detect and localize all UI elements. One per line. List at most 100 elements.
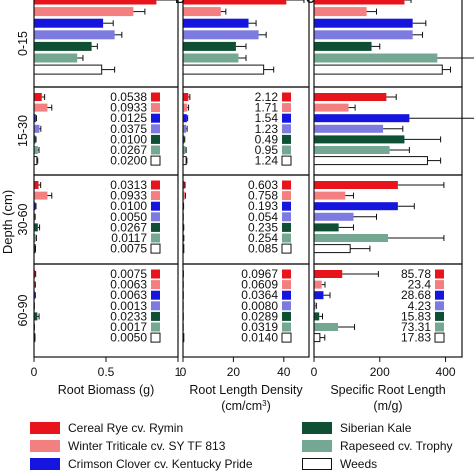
label-swatch-specific_length-60-90-5 [435,322,444,332]
bar-specific_length-60-90-3 [314,301,316,310]
data-label-biomass-60-90-5: 0.0017 [110,320,147,334]
label-swatch-length_density-15-30-6 [281,155,292,166]
panel-letter-b: B [176,0,185,6]
bar-specific_length-15-30-3 [314,124,384,133]
xtick-label-biomass-1: 0.5 [98,365,115,379]
legend: Cereal Rye cv. Rymin Winter Triticale cv… [30,419,470,473]
legend-swatch-weeds [302,457,332,470]
label-swatch-length_density-30-60-5 [282,233,291,243]
data-label-biomass-60-90-1: 0.0063 [110,278,147,292]
data-label-biomass-30-60-2: 0.0100 [110,199,147,213]
label-swatch-biomass-60-90-2 [151,290,160,300]
label-swatch-length_density-60-90-4 [282,311,291,321]
data-label-length_density-30-60-6: 0.085 [248,242,278,256]
xtick-label-biomass-0: 0 [31,365,38,379]
bar-biomass-0-15-2 [34,18,104,28]
panel-frame-specific_length-60-90 [313,263,463,358]
label-swatch-biomass-15-30-1 [151,103,160,113]
label-swatch-length_density-30-60-0 [282,180,291,190]
data-label-biomass-15-30-4: 0.0100 [110,132,147,146]
data-label-length_density-30-60-2: 0.193 [248,199,278,213]
legend-label-rapeseed: Rapeseed cv. Trophy [340,438,453,453]
bar-specific_length-15-30-1 [314,103,349,112]
depth-label-0-15: 0-15 [16,31,30,56]
label-swatch-length_density-15-30-5 [282,145,291,155]
bar-specific_length-15-30-4 [314,135,405,144]
data-label-length_density-60-90-6: 0.0140 [241,331,278,345]
label-swatch-length_density-15-30-3 [282,124,291,134]
bar-biomass-0-15-4 [34,41,92,51]
bar-length_density-15-30-2 [183,114,187,123]
xtick-label-specific_length-1: 200 [370,365,390,379]
label-swatch-biomass-60-90-3 [151,301,160,311]
bar-specific_length-0-15-6 [313,64,443,75]
data-label-biomass-30-60-5: 0.0117 [111,231,147,245]
label-swatch-length_density-60-90-3 [282,301,291,311]
label-swatch-biomass-15-30-0 [151,92,160,102]
label-swatch-biomass-30-60-6 [150,243,161,254]
data-label-biomass-15-30-2: 0.0125 [110,111,147,125]
bar-biomass-0-15-5 [34,53,78,63]
bar-biomass-0-15-0 [34,0,157,5]
label-swatch-length_density-60-90-0 [282,269,291,279]
data-label-biomass-60-90-6: 0.0050 [110,331,147,345]
label-swatch-length_density-30-60-6 [281,243,292,254]
label-swatch-specific_length-60-90-2 [435,290,444,300]
legend-label-crimson-clover: Crimson Clover cv. Kentucky Pride [68,456,253,471]
bar-biomass-0-15-1 [34,7,134,17]
bar-biomass-30-60-4 [34,223,38,232]
bar-specific_length-30-60-5 [314,234,388,242]
legend-item-siberian-kale: Siberian Kale [302,419,411,436]
bar-biomass-60-90-4 [34,312,38,321]
label-swatch-biomass-30-60-3 [151,212,160,222]
bar-biomass-0-15-6 [33,64,103,75]
legend-label-winter-triticale: Winter Triticale cv. SY TF 813 [68,438,226,453]
data-label-length_density-60-90-5: 0.0319 [241,320,278,334]
xaxis-label-specific_length: Specific Root Length [330,383,445,397]
legend-item-rapeseed: Rapeseed cv. Trophy [302,437,453,454]
label-swatch-biomass-30-60-0 [151,180,160,190]
data-label-specific_length-60-90-0: 85.78 [401,267,431,281]
xaxis-label-line2-specific_length: (m/g) [373,399,402,413]
label-swatch-biomass-60-90-0 [151,269,160,279]
label-swatch-length_density-15-30-4 [282,134,291,144]
bar-specific_length-15-30-5 [314,146,390,154]
data-label-length_density-60-90-2: 0.0364 [241,288,278,302]
bar-specific_length-15-30-6 [313,156,428,166]
bar-length_density-0-15-2 [183,18,249,28]
label-swatch-biomass-30-60-2 [151,201,160,211]
bar-length_density-0-15-3 [183,30,259,40]
data-label-biomass-15-30-3: 0.0375 [110,122,147,136]
bar-length_density-0-15-1 [183,7,221,17]
bar-specific_length-60-90-6 [313,333,321,343]
label-swatch-biomass-15-30-6 [150,155,161,166]
xaxis-label-biomass: Root Biomass (g) [58,383,155,397]
xtick-label-length_density-1: 20 [227,365,241,379]
data-label-length_density-60-90-3: 0.0080 [241,299,278,313]
data-label-biomass-30-60-6: 0.0075 [110,242,147,256]
legend-swatch-cereal-rye [30,421,60,434]
label-swatch-length_density-30-60-2 [282,201,291,211]
bar-biomass-15-30-4 [34,135,36,144]
label-swatch-length_density-30-60-1 [282,191,291,201]
bar-specific_length-60-90-2 [314,291,324,300]
bar-specific_length-30-60-6 [313,244,351,254]
depth-label-15-30: 15-30 [16,115,30,147]
depth-label-30-60: 30-60 [16,203,30,235]
data-label-specific_length-60-90-6: 17.83 [401,331,431,345]
bar-specific_length-30-60-0 [314,181,398,189]
bar-biomass-15-30-2 [34,114,36,123]
label-swatch-biomass-15-30-2 [151,113,160,123]
bar-biomass-30-60-1 [34,191,48,200]
label-swatch-length_density-15-30-2 [282,113,291,123]
bar-specific_length-30-60-4 [314,223,339,232]
xtick-label-length_density-2: 40 [277,365,291,379]
legend-item-crimson-clover: Crimson Clover cv. Kentucky Pride [30,455,253,472]
depth-label-60-90: 60-90 [16,294,30,326]
legend-item-winter-triticale: Winter Triticale cv. SY TF 813 [30,437,225,454]
bar-specific_length-60-90-5 [314,323,339,331]
bar-specific_length-0-15-1 [314,7,367,17]
yaxis-title: Depth (cm) [0,190,15,254]
label-swatch-specific_length-60-90-1 [435,280,444,290]
data-label-length_density-30-60-1: 0.758 [248,189,278,203]
